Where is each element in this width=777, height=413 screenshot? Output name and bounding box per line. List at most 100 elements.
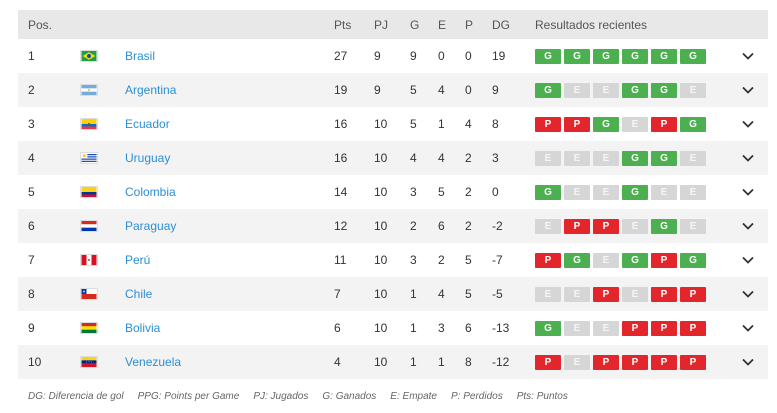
ecuador-flag-icon xyxy=(80,107,98,141)
table-row[interactable]: 3 Ecuador 16 10 5 1 4 8 P P G E P G xyxy=(18,107,768,141)
result-badge: G xyxy=(593,116,619,132)
row-pts: 12 xyxy=(334,219,348,233)
result-badge: G xyxy=(680,48,706,64)
row-pj: 10 xyxy=(374,355,388,369)
row-pts: 16 xyxy=(334,151,348,165)
chevron-down-icon[interactable] xyxy=(740,73,756,107)
chevron-down-icon[interactable] xyxy=(740,141,756,175)
table-row[interactable]: 2 Argentina 19 9 5 4 0 9 G E E G G E xyxy=(18,73,768,107)
row-p: 2 xyxy=(465,151,472,165)
team-link[interactable]: Colombia xyxy=(125,185,176,199)
row-pos: 9 xyxy=(28,321,35,335)
row-dg: -12 xyxy=(492,355,510,369)
chevron-down-icon[interactable] xyxy=(740,175,756,209)
result-badge: E xyxy=(622,116,648,132)
team-link[interactable]: Argentina xyxy=(125,83,177,97)
row-dg: -7 xyxy=(492,253,503,267)
row-p: 4 xyxy=(465,117,472,131)
result-badge: G xyxy=(651,150,677,166)
header-e: E xyxy=(438,17,447,32)
header-pj: PJ xyxy=(374,17,389,32)
result-badge: P xyxy=(651,252,677,268)
team-link[interactable]: Ecuador xyxy=(125,117,170,131)
table-row[interactable]: 6 Paraguay 12 10 2 6 2 -2 E P P E G E xyxy=(18,209,768,243)
row-pos: 6 xyxy=(28,219,35,233)
result-badge: G xyxy=(651,48,677,64)
result-badge: G xyxy=(535,320,561,336)
row-pos: 5 xyxy=(28,185,35,199)
row-pos: 1 xyxy=(28,49,35,63)
header-p: P xyxy=(465,17,474,32)
row-pj: 10 xyxy=(374,185,388,199)
result-badge: E xyxy=(593,82,619,98)
result-badge: G xyxy=(680,116,706,132)
standings-table: Pos. Pts PJ G E P DG Resultados reciente… xyxy=(18,10,768,379)
row-pos: 4 xyxy=(28,151,35,165)
row-pts: 27 xyxy=(334,49,348,63)
chevron-down-icon[interactable] xyxy=(740,209,756,243)
result-badge: P xyxy=(680,354,706,370)
header-pts: Pts xyxy=(334,17,352,32)
result-badge: E xyxy=(564,150,590,166)
result-badge: G xyxy=(622,252,648,268)
result-badge: E xyxy=(593,150,619,166)
chevron-down-icon[interactable] xyxy=(740,277,756,311)
result-badge: P xyxy=(564,116,590,132)
row-dg: 19 xyxy=(492,49,506,63)
table-row[interactable]: 10 Venezuela 4 10 1 1 8 -12 P E P P P P xyxy=(18,345,768,379)
result-badge: G xyxy=(535,82,561,98)
header-results: Resultados recientes xyxy=(535,17,648,32)
row-p: 8 xyxy=(465,355,472,369)
team-link[interactable]: Perú xyxy=(125,253,151,267)
result-badge: P xyxy=(535,252,561,268)
result-badge: E xyxy=(680,184,706,200)
row-pts: 11 xyxy=(334,253,347,267)
row-p: 0 xyxy=(465,83,472,97)
table-row[interactable]: 4 Uruguay 16 10 4 4 2 3 E E E G G E xyxy=(18,141,768,175)
row-pos: 2 xyxy=(28,83,35,97)
header-pos: Pos. xyxy=(28,17,53,32)
paraguay-flag-icon xyxy=(80,209,98,243)
team-link[interactable]: Chile xyxy=(125,287,153,301)
uruguay-flag-icon xyxy=(80,141,98,175)
row-pj: 10 xyxy=(374,287,388,301)
row-pts: 19 xyxy=(334,83,348,97)
team-link[interactable]: Brasil xyxy=(125,49,156,63)
chevron-down-icon[interactable] xyxy=(740,243,756,277)
table-row[interactable]: 8 Chile 7 10 1 4 5 -5 E E P E P P xyxy=(18,277,768,311)
result-badge: P xyxy=(651,320,677,336)
team-link[interactable]: Uruguay xyxy=(125,151,171,165)
row-pj: 10 xyxy=(374,253,388,267)
table-row[interactable]: 9 Bolivia 6 10 1 3 6 -13 G E E P P P xyxy=(18,311,768,345)
chevron-down-icon[interactable] xyxy=(740,107,756,141)
result-badge: E xyxy=(622,218,648,234)
legend-item: DG: Diferencia de gol xyxy=(28,391,124,402)
team-link[interactable]: Bolivia xyxy=(125,321,161,335)
row-pj: 9 xyxy=(374,49,381,63)
chevron-down-icon[interactable] xyxy=(740,311,756,345)
legend-item: E: Empate xyxy=(390,391,437,402)
row-pts: 4 xyxy=(334,355,341,369)
row-g: 1 xyxy=(410,355,417,369)
chevron-down-icon[interactable] xyxy=(740,39,756,73)
chevron-down-icon[interactable] xyxy=(740,345,756,379)
result-badge: E xyxy=(564,354,590,370)
result-badge: P xyxy=(622,354,648,370)
row-g: 5 xyxy=(410,117,417,131)
team-link[interactable]: Paraguay xyxy=(125,219,177,233)
table-row[interactable]: 1 Brasil 27 9 9 0 0 19 G G G G G G xyxy=(18,39,768,73)
table-row[interactable]: 5 Colombia 14 10 3 5 2 0 G E E G E E xyxy=(18,175,768,209)
header-g: G xyxy=(410,17,420,32)
team-link[interactable]: Venezuela xyxy=(125,355,182,369)
row-g: 5 xyxy=(410,83,417,97)
result-badge: E xyxy=(680,150,706,166)
legend-item: Pts: Puntos xyxy=(516,391,568,402)
row-g: 3 xyxy=(410,185,417,199)
result-badge: G xyxy=(651,218,677,234)
table-row[interactable]: 7 Perú 11 10 3 2 5 -7 P G E G P G xyxy=(18,243,768,277)
result-badge: P xyxy=(535,116,561,132)
row-p: 5 xyxy=(465,287,472,301)
